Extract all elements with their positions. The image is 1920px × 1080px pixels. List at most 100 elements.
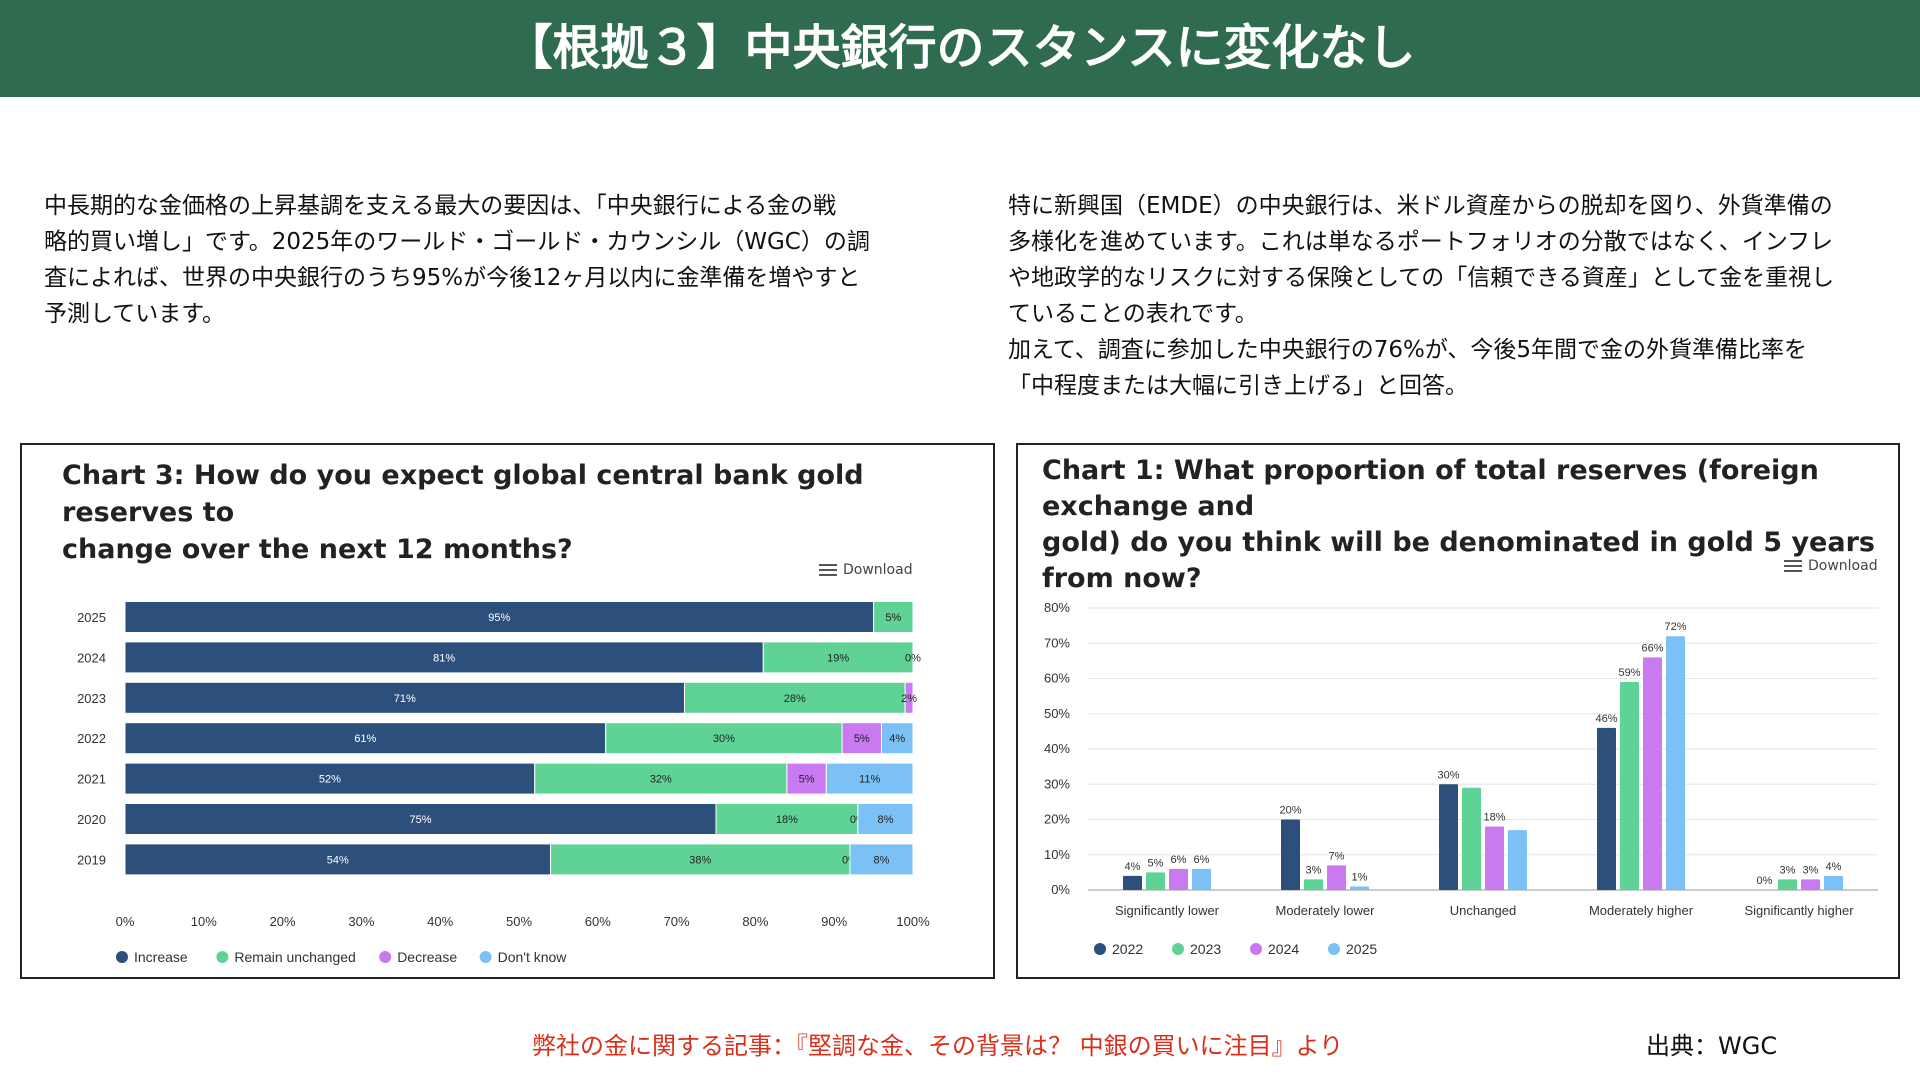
chart3-data-label: 2% — [901, 693, 917, 705]
chart3-bar-segment — [904, 681, 914, 714]
chart1-bar — [1801, 879, 1820, 890]
chart3-category-label: 2022 — [77, 731, 106, 746]
chart3-legend-label: Decrease — [397, 949, 457, 965]
chart1-legend-marker — [1328, 943, 1340, 955]
page-title: 【根拠３】中央銀行のスタンスに変化なし — [504, 20, 1416, 76]
page-title-banner: 【根拠３】中央銀行のスタンスに変化なし — [0, 0, 1920, 97]
chart1-data-label: 72% — [1664, 621, 1686, 633]
chart1-data-label: 46% — [1595, 713, 1617, 725]
chart3-title: Chart 3: How do you expect global centra… — [62, 460, 864, 565]
chart3-bar-segment — [605, 722, 843, 755]
chart1-y-tick: 60% — [1044, 671, 1070, 686]
chart1-bar — [1439, 784, 1458, 890]
chart1-bar — [1192, 868, 1211, 890]
chart3-bar-segment — [683, 681, 906, 714]
chart1-category-label: Significantly higher — [1744, 903, 1854, 918]
chart3-bar-segment — [873, 601, 914, 633]
intro-paragraph-left: 中長期的な金価格の上昇基調を支える最大の要因は、「中央銀行による金の戦 略的買い… — [44, 193, 870, 327]
chart3-bar-segment — [550, 843, 851, 876]
chart3-category-label: 2021 — [77, 772, 106, 787]
chart3-category-label: 2025 — [77, 610, 106, 625]
chart1-legend-label: 2024 — [1268, 941, 1299, 957]
chart3-data-label: 38% — [689, 854, 711, 866]
chart1-y-tick: 0% — [1051, 882, 1070, 897]
chart3-x-tick: 30% — [348, 914, 374, 929]
chart3-x-tick: 60% — [585, 914, 611, 929]
chart1-y-tick: 30% — [1044, 776, 1070, 791]
chart1-legend-label: 2025 — [1346, 941, 1377, 957]
chart3-data-label: 61% — [354, 733, 376, 745]
chart3-plot: 2025 95% 5% 2024 81% 19% 0% 2023 71% 28% 2% 2022 61%… — [77, 601, 930, 965]
chart3-data-label: 28% — [784, 693, 806, 705]
chart1-data-label: 6% — [1194, 854, 1210, 866]
download-label: Download — [843, 562, 913, 578]
chart1-bar — [1281, 819, 1300, 890]
chart3-bar-segment — [124, 641, 764, 674]
download-label: Download — [1808, 558, 1878, 574]
chart1-download-button[interactable]: Download — [1784, 558, 1878, 574]
intro-paragraph-right: 特に新興国（EMDE）の中央銀行は、米ドル資産からの脱却を図り、外貨準備の 多様… — [1008, 193, 1835, 399]
chart3-data-label: 19% — [827, 652, 849, 664]
chart1-data-label: 3% — [1780, 864, 1796, 876]
chart3-data-label: 0% — [905, 652, 921, 664]
chart3-x-tick: 80% — [742, 914, 768, 929]
chart1-legend-label: 2023 — [1190, 941, 1221, 957]
chart3-data-label: 4% — [889, 733, 905, 745]
chart1-data-label: 18% — [1483, 812, 1505, 824]
chart1-data-label: 3% — [1803, 864, 1819, 876]
chart1-y-tick: 80% — [1044, 600, 1070, 615]
chart3-legend-marker — [216, 951, 229, 963]
chart3-legend-label: Remain unchanged — [234, 949, 355, 965]
chart3-bar-segment — [857, 803, 914, 835]
chart3-data-label: 54% — [327, 854, 349, 866]
chart1-y-tick: 20% — [1044, 812, 1070, 827]
chart1-data-label: 6% — [1171, 854, 1187, 866]
chart1-legend-marker — [1250, 943, 1262, 955]
chart3-data-label: 75% — [409, 814, 431, 826]
chart1-legend-marker — [1172, 943, 1184, 955]
chart1-bar — [1666, 636, 1685, 890]
chart3-legend-marker — [116, 951, 128, 963]
chart1-plot: 0% 10% 20% 30% 40% 50% 60% 70% 80% 4% 5% 6% 6% Signif… — [1044, 600, 1878, 957]
chart3-legend-label: Increase — [134, 949, 188, 965]
source-label: 出典：WGC — [1646, 1032, 1778, 1060]
chart3-panel: 2025 95% 5% 2024 81% 19% 0% 2023 71% 28% 2% 2022 61%… — [20, 443, 995, 979]
chart1-y-tick: 40% — [1044, 741, 1070, 756]
chart3-x-tick: 20% — [270, 914, 296, 929]
chart3-x-tick: 70% — [664, 914, 690, 929]
chart3-data-label: 8% — [874, 854, 890, 866]
chart1-data-label: 1% — [1352, 871, 1368, 883]
menu-icon — [819, 564, 837, 576]
chart3-data-label: 71% — [394, 693, 416, 705]
chart3-bar-segment — [534, 762, 788, 795]
chart1-bar — [1778, 879, 1797, 890]
chart1-y-tick: 50% — [1044, 706, 1070, 721]
chart3-x-tick: 100% — [896, 914, 930, 929]
chart3-data-label: 32% — [650, 774, 672, 786]
chart1-data-label: 4% — [1125, 861, 1141, 873]
chart3-legend-marker — [379, 951, 392, 963]
chart3-data-label: 5% — [854, 733, 870, 745]
chart3-download-button[interactable]: Download — [819, 562, 913, 578]
chart1-category-label: Significantly lower — [1115, 903, 1220, 918]
chart1-bar — [1304, 879, 1323, 890]
chart1-category-label: Moderately lower — [1276, 903, 1376, 918]
chart1-bar — [1643, 657, 1662, 890]
chart3-data-label: 52% — [319, 774, 341, 786]
chart1-bar — [1350, 886, 1369, 890]
chart3-category-label: 2020 — [77, 812, 106, 827]
chart1-data-label: 7% — [1329, 850, 1345, 862]
chart1-bar — [1169, 868, 1188, 890]
chart1-data-label: 3% — [1306, 864, 1322, 876]
chart1-bar — [1824, 875, 1843, 890]
chart3-bar-segment — [124, 722, 607, 755]
chart3-data-label: 18% — [776, 814, 798, 826]
chart3-bar-segment — [825, 762, 914, 795]
chart3-data-label: 8% — [877, 814, 893, 826]
chart3-bar-segment — [124, 803, 717, 835]
chart3-x-tick: 40% — [427, 914, 453, 929]
chart3-bar-segment — [124, 681, 685, 714]
footer-article-note[interactable]: 弊社の金に関する記事：『堅調な金、その背景は？ 中銀の買いに注目』より — [532, 1032, 1344, 1060]
chart3-legend-label: Don't know — [498, 949, 568, 965]
chart1-bar — [1123, 875, 1142, 890]
